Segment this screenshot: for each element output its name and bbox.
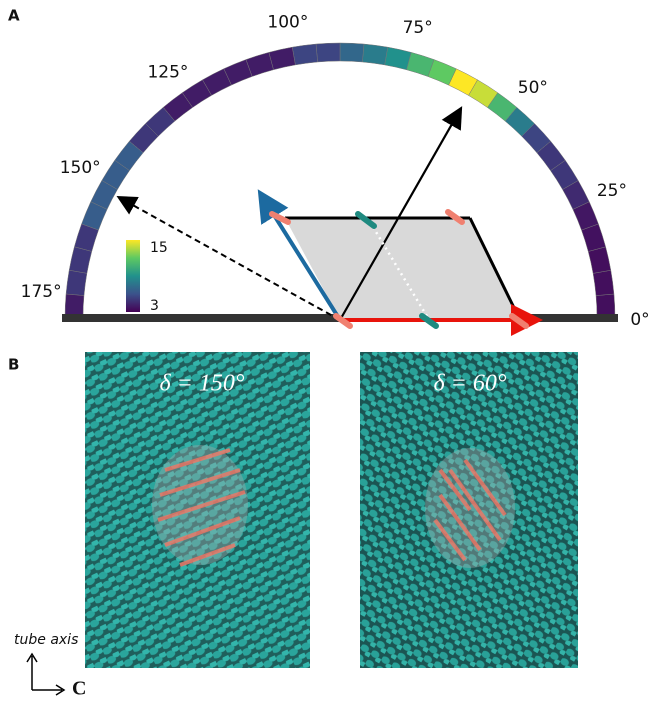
- angle-label: 175°: [21, 282, 62, 302]
- axis-label: tube axis: [14, 632, 78, 648]
- ring-segment: [292, 44, 317, 65]
- angle-label: 75°: [403, 18, 433, 38]
- colorbar: [126, 240, 140, 312]
- delta-label: δ = 150°: [160, 371, 245, 397]
- figure: A 3 15 B δ = 150° δ = 60° tube axis C 0° 2…: [0, 0, 649, 699]
- ring-segment: [316, 43, 340, 62]
- ring-segment: [340, 43, 364, 62]
- colorbar-label: 3: [150, 298, 159, 314]
- panel-label: B: [8, 356, 19, 374]
- ring-segment: [385, 47, 412, 70]
- ring-segment: [66, 270, 87, 295]
- delta-label: δ = 60°: [434, 371, 507, 397]
- ring-segment: [593, 270, 614, 295]
- angle-label: 100°: [267, 13, 308, 33]
- patch: [152, 445, 515, 568]
- ring-segment: [362, 44, 387, 65]
- panel-label: A: [8, 7, 20, 25]
- angle-label: 0°: [630, 310, 649, 330]
- angle-label: 25°: [597, 181, 627, 201]
- angle-label: 50°: [518, 78, 548, 98]
- colorbar-label: 15: [150, 240, 168, 256]
- ring-segment: [69, 247, 92, 274]
- axis-end: C: [72, 678, 86, 699]
- angle-label: 125°: [147, 62, 188, 82]
- angle-label: 150°: [60, 158, 101, 178]
- axes-icon: [27, 654, 64, 695]
- parallelogram: [285, 218, 520, 320]
